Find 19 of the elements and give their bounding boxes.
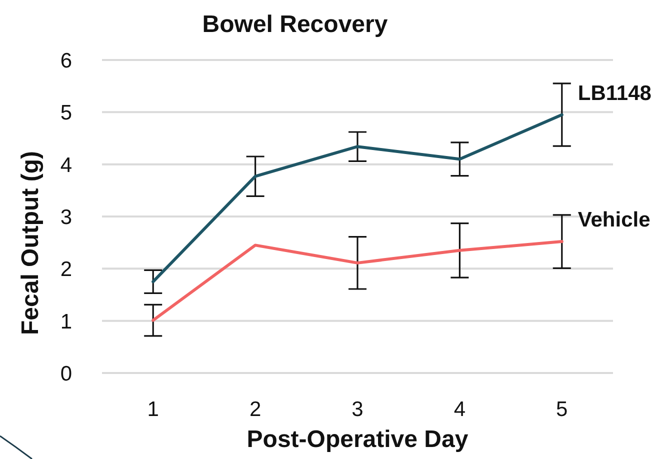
- x-tick-label: 3: [352, 398, 364, 421]
- x-axis-title: Post-Operative Day: [246, 426, 469, 452]
- x-tick-label: 1: [147, 398, 159, 421]
- x-tick-label: 5: [556, 398, 568, 421]
- x-tick-label: 2: [249, 398, 262, 421]
- series-label: Vehicle: [578, 208, 650, 232]
- y-tick-label: 5: [60, 102, 72, 125]
- y-tick-label: 0: [60, 362, 72, 386]
- y-tick-label: 4: [60, 154, 72, 177]
- x-tick-label: 4: [454, 398, 466, 421]
- y-tick-label: 3: [60, 206, 72, 229]
- line-series: [152, 240, 564, 322]
- chart-title: Bowel Recovery: [202, 11, 388, 38]
- y-tick-label: 6: [60, 49, 72, 72]
- y-tick-label: 1: [60, 310, 72, 334]
- y-tick-label: 2: [60, 258, 72, 282]
- series-label: LB1148: [578, 81, 652, 104]
- line-series: [152, 113, 564, 284]
- y-axis-title: Fecal Output (g): [16, 151, 44, 335]
